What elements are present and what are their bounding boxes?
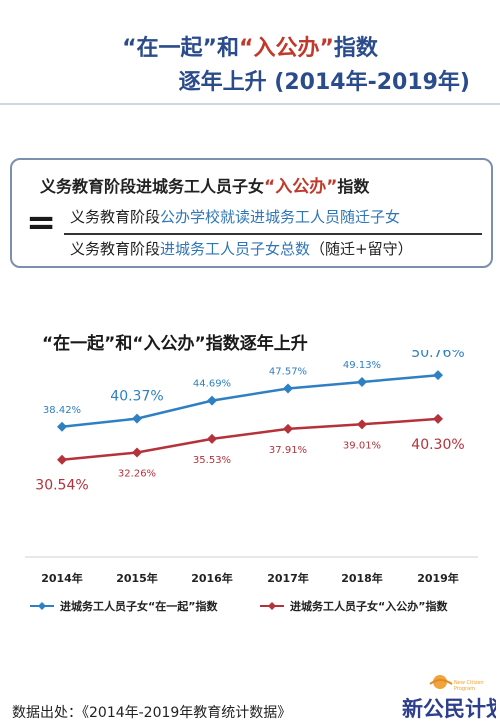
- x-tick-label: 2017年: [267, 571, 309, 585]
- title-part-highlight: “入公办”: [238, 36, 334, 61]
- data-label-series-1: 49.13%: [343, 360, 381, 371]
- data-point-series-1: [57, 421, 67, 432]
- page-title-line1: “在一起”和“入公办”指数: [0, 30, 500, 62]
- x-tick-label: 2015年: [116, 571, 158, 585]
- numerator-a: 义务教育阶段: [70, 208, 161, 226]
- x-tick-label: 2016年: [191, 571, 233, 585]
- data-label-series-1: 38.42%: [43, 405, 81, 416]
- data-point-series-1: [433, 370, 443, 381]
- data-label-series-2: 39.01%: [343, 440, 381, 451]
- svg-text:Program: Program: [454, 686, 475, 692]
- title-part-a: “在一起”和: [122, 36, 239, 61]
- legend-item-series-1: 进城务工人员子女“在一起”指数: [30, 598, 217, 614]
- page-title-line2: 逐年上升 (2014年-2019年): [178, 70, 470, 95]
- fraction-bar: [64, 233, 482, 235]
- denominator-b: 进城务工人员子女总数: [160, 240, 311, 258]
- data-label-series-2: 35.53%: [193, 455, 231, 466]
- data-point-series-1: [283, 383, 293, 394]
- data-label-series-1: 40.37%: [110, 389, 163, 405]
- formula-title-c: 指数: [337, 177, 370, 196]
- legend-marker-series-2: [260, 602, 284, 610]
- chart-title: “在一起”和“入公办”指数逐年上升: [42, 334, 308, 354]
- title-part-c: 指数: [333, 36, 378, 61]
- legend-item-series-2: 进城务工人员子女“入公办”指数: [260, 598, 447, 614]
- data-label-series-1: 44.69%: [193, 379, 231, 390]
- data-point-series-2: [283, 423, 293, 434]
- xingongmin-logo: New Citizen Program 新公民计划: [402, 675, 496, 720]
- data-point-series-1: [357, 377, 367, 388]
- data-label-series-2: 30.54%: [35, 478, 88, 494]
- x-tick-label: 2019年: [417, 571, 459, 585]
- data-label-series-1: 47.57%: [269, 367, 307, 378]
- data-label-series-2: 37.91%: [269, 445, 307, 456]
- legend-label-series-1: 进城务工人员子女“在一起”指数: [60, 600, 218, 613]
- data-point-series-2: [433, 413, 443, 424]
- formula-title: 义务教育阶段进城务工人员子女“入公办”指数: [40, 172, 369, 197]
- series-line-2: [61, 417, 439, 461]
- svg-text:新公民计划: 新公民计划: [402, 697, 496, 720]
- x-tick-label: 2014年: [41, 571, 83, 585]
- series-line-1: [61, 373, 439, 429]
- equals-sign: =: [26, 202, 57, 243]
- legend-label-series-2: 进城务工人员子女“入公办”指数: [290, 600, 448, 613]
- formula-denominator: 义务教育阶段进城务工人员子女总数（随迁+留守）: [70, 238, 413, 259]
- formula-title-highlight: “入公办”: [264, 177, 338, 197]
- legend-marker-series-1: [30, 602, 54, 610]
- data-label-series-1: 50.76%: [411, 350, 464, 361]
- formula-title-a: 义务教育阶段进城务工人员子女: [40, 177, 265, 196]
- formula-box: 义务教育阶段进城务工人员子女“入公办”指数 = 义务教育阶段公办学校就读进城务工…: [10, 158, 493, 268]
- data-source: 数据出处：《2014年-2019年教育统计数据》: [12, 705, 292, 721]
- line-chart: 2014年 2015年 2016年 2017年 2018年 2019年 38.42% 40.3…: [25, 350, 478, 585]
- data-point-series-2: [357, 419, 367, 430]
- data-label-series-2: 40.30%: [411, 437, 464, 453]
- denominator-a: 义务教育阶段: [70, 240, 161, 258]
- data-point-series-2: [57, 454, 67, 465]
- data-point-series-1: [132, 413, 142, 424]
- formula-numerator: 义务教育阶段公办学校就读进城务工人员随迁子女: [70, 206, 400, 227]
- data-point-series-2: [132, 447, 142, 458]
- denominator-c: （随迁+留守）: [310, 240, 413, 258]
- data-point-series-2: [207, 433, 217, 444]
- svg-text:New Citizen: New Citizen: [454, 680, 484, 686]
- data-label-series-2: 32.26%: [118, 469, 156, 480]
- numerator-b: 公办学校就读进城务工人员随迁子女: [160, 208, 401, 226]
- x-tick-label: 2018年: [341, 571, 383, 585]
- data-point-series-1: [207, 395, 217, 406]
- title-divider: [0, 103, 500, 105]
